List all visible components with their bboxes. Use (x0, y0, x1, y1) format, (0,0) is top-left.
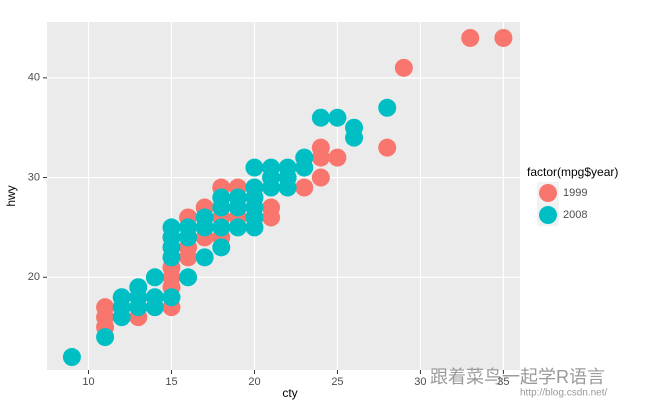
point (345, 118, 364, 137)
point (145, 268, 164, 287)
x-tick-label: 20 (248, 376, 260, 388)
legend-key (539, 206, 557, 224)
point (212, 188, 231, 207)
point (96, 328, 115, 347)
legend-key (539, 184, 557, 202)
point (461, 28, 480, 47)
point (494, 28, 513, 47)
point (195, 208, 214, 227)
point (311, 138, 330, 157)
point (311, 168, 330, 187)
point (311, 108, 330, 127)
point (145, 288, 164, 307)
point (162, 288, 181, 307)
point (129, 278, 148, 297)
point (179, 268, 198, 287)
point (212, 238, 231, 257)
point (228, 218, 247, 237)
x-tick-label: 15 (165, 376, 177, 388)
point (295, 178, 314, 197)
point (262, 158, 281, 177)
point (212, 218, 231, 237)
legend-label: 2008 (563, 209, 587, 221)
x-tick-label: 25 (331, 376, 343, 388)
point (328, 148, 347, 167)
watermark-url: http://blog.csdn.net/ (520, 388, 608, 399)
point (195, 248, 214, 267)
watermark: 跟着菜鸟一起学R语言 (430, 367, 605, 387)
point (378, 138, 397, 157)
point (262, 198, 281, 217)
point (328, 108, 347, 127)
y-axis-label: hwy (4, 185, 18, 206)
legend-title: factor(mpg$year) (527, 165, 618, 179)
point (179, 218, 198, 237)
point (278, 158, 297, 177)
point (245, 158, 264, 177)
y-tick-label: 40 (28, 72, 40, 84)
point (245, 178, 264, 197)
point (162, 218, 181, 237)
x-axis-label: cty (282, 386, 297, 400)
x-tick-label: 35 (497, 376, 509, 388)
x-tick-label: 10 (82, 376, 94, 388)
point (62, 348, 81, 367)
point (112, 288, 131, 307)
point (394, 58, 413, 77)
point (295, 148, 314, 167)
y-tick-label: 30 (28, 171, 40, 183)
point (378, 98, 397, 117)
point (228, 188, 247, 207)
x-tick-label: 30 (414, 376, 426, 388)
y-tick-label: 20 (28, 271, 40, 283)
legend-label: 1999 (563, 187, 587, 199)
